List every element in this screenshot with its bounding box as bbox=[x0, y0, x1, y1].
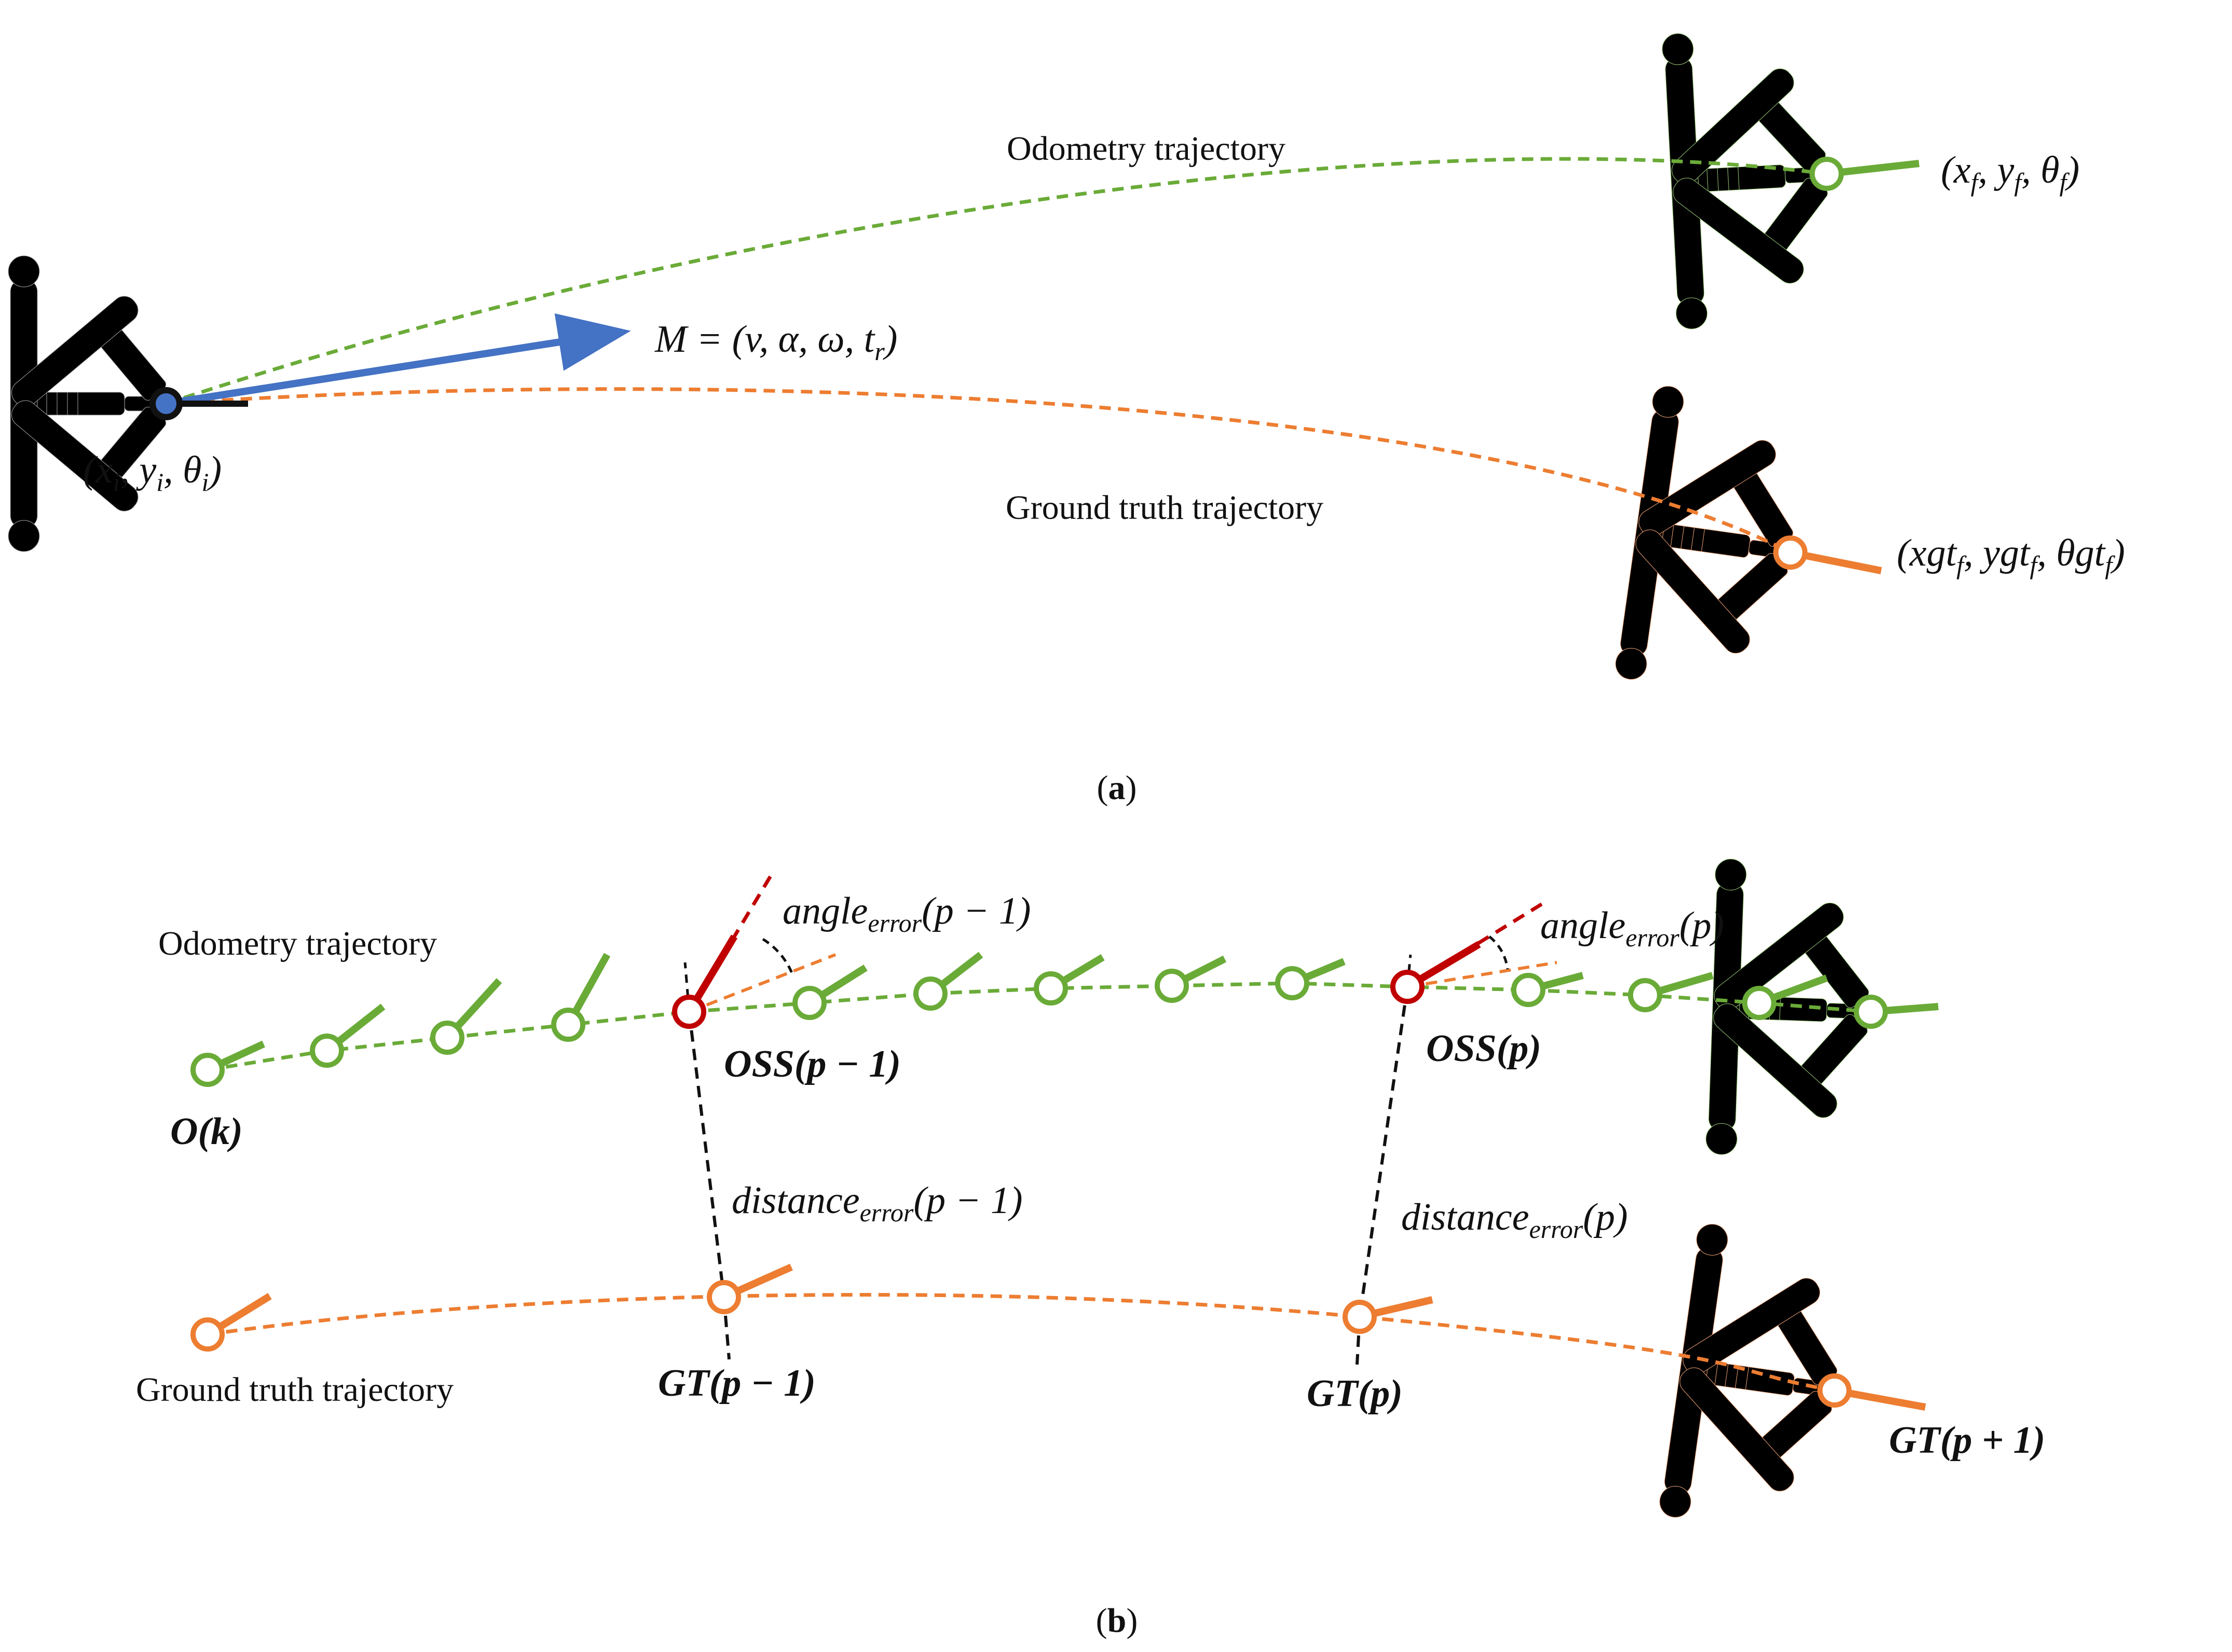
gt-start-point bbox=[190, 1317, 225, 1352]
panel-a: Odometry trajectory Ground truth traject… bbox=[6, 25, 2125, 807]
odometry-final-pose-label: (xf, yf, θf) bbox=[1941, 149, 2079, 197]
ground-truth-trajectory-a bbox=[166, 387, 1791, 555]
ground-truth-final-point bbox=[1773, 535, 1807, 570]
oss-point bbox=[1390, 970, 1425, 1004]
panel-b: Odometry trajectory Ground truth traject… bbox=[136, 858, 2045, 1640]
odometry-sample-label: O(k) bbox=[170, 1110, 243, 1153]
odometry-sample-point bbox=[913, 976, 948, 1011]
robot-initial-icon bbox=[6, 255, 169, 552]
odometry-sample-point bbox=[310, 1034, 344, 1068]
oss-prev-label: OSS(p − 1) bbox=[724, 1043, 901, 1085]
angle-error-label: angleerror(p) bbox=[1540, 904, 1724, 952]
gt-label: GT(p) bbox=[1307, 1372, 1403, 1415]
initial-pose-label: (xi, yi, θi) bbox=[83, 449, 222, 497]
odometry-sample-point bbox=[1275, 966, 1309, 1000]
odometry-sample-point bbox=[1742, 986, 1776, 1020]
angle-error-arc bbox=[1488, 935, 1509, 970]
ground-truth-trajectory-b bbox=[207, 1292, 1835, 1393]
initial-pose-point bbox=[149, 387, 183, 420]
odometry-trajectory-a bbox=[165, 157, 1827, 406]
odometry-sample-point bbox=[1511, 973, 1545, 1007]
gt-heading-ref bbox=[1407, 961, 1557, 988]
distance-error-label: distanceerror(p) bbox=[1401, 1196, 1628, 1244]
command-label: M = (v, α, ω, tr) bbox=[654, 318, 897, 366]
distance-error-line bbox=[1358, 986, 1409, 1317]
odometry-sample-point bbox=[551, 1008, 585, 1042]
panel-b-caption: (b) bbox=[1096, 1602, 1138, 1640]
odometry-sample-point bbox=[1155, 969, 1189, 1003]
odometry-sample-point bbox=[1034, 971, 1068, 1006]
angle-error-prev-label: angleerror(p − 1) bbox=[783, 890, 1031, 938]
odometry-sample-point bbox=[190, 1053, 225, 1087]
odometry-sample-point bbox=[1854, 995, 1888, 1029]
odometry-final-point bbox=[1810, 157, 1844, 191]
ground-truth-final-pose-label: (xgtf, ygtf, θgtf) bbox=[1897, 532, 2125, 580]
odometry-sample-point bbox=[792, 986, 827, 1020]
angle-error-arc-prev bbox=[762, 938, 795, 976]
gt-prev-heading-ref bbox=[688, 953, 837, 1013]
gt-prev-label: GT(p − 1) bbox=[658, 1362, 816, 1405]
odometry-trajectory-label-a: Odometry trajectory bbox=[1007, 130, 1285, 168]
command-arrow bbox=[165, 313, 631, 407]
oss-label: OSS(p) bbox=[1426, 1027, 1541, 1070]
distance-error-prev-label: distanceerror(p − 1) bbox=[732, 1179, 1023, 1227]
panel-a-caption: (a) bbox=[1097, 769, 1137, 807]
ground-truth-trajectory-label-a: Ground truth trajectory bbox=[1006, 489, 1323, 527]
odometry-sample-point bbox=[1628, 978, 1662, 1012]
gt-point bbox=[1343, 1300, 1377, 1334]
gt-prev-point bbox=[707, 1280, 741, 1314]
odometry-sample-point bbox=[430, 1021, 464, 1055]
oss-prev-point bbox=[672, 995, 706, 1029]
gt-next-label: GT(p + 1) bbox=[1889, 1419, 2045, 1462]
robot-odometry-final-icon bbox=[1659, 25, 1837, 331]
odometry-trajectory-label-b: Odometry trajectory bbox=[158, 925, 437, 962]
odometry-samples bbox=[190, 952, 1939, 1087]
ground-truth-trajectory-label-b: Ground truth trajectory bbox=[136, 1371, 454, 1409]
distance-error-line-prev bbox=[688, 1011, 725, 1298]
gt-next-point bbox=[1817, 1373, 1852, 1408]
